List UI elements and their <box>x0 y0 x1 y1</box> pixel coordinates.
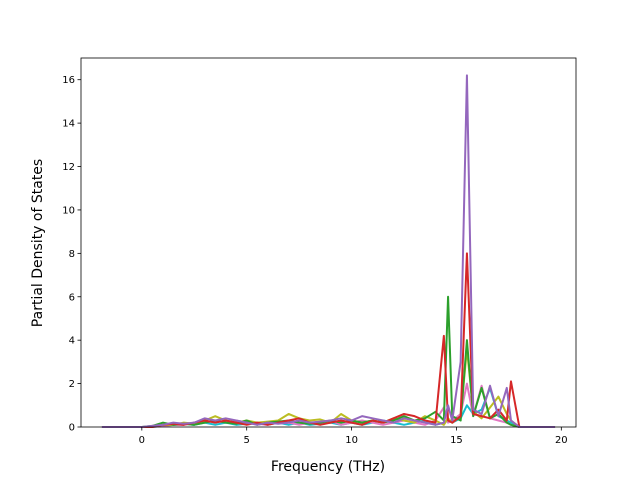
y-tick-label: 4 <box>69 336 75 347</box>
y-axis-label: Partial Density of States <box>30 159 46 327</box>
y-tick-label: 8 <box>69 249 75 260</box>
x-tick-label: 20 <box>555 435 568 446</box>
y-tick-label: 14 <box>62 119 75 130</box>
y-tick-label: 0 <box>69 423 75 434</box>
series-line <box>101 347 556 428</box>
plot-frame <box>80 57 577 428</box>
y-tick-label: 10 <box>62 205 75 216</box>
series-line <box>101 295 556 428</box>
y-tick-label: 16 <box>62 75 75 86</box>
x-tick-label: 10 <box>345 435 358 446</box>
series-line <box>101 74 556 428</box>
series-line <box>101 252 556 428</box>
y-tick-label: 6 <box>69 292 75 303</box>
y-tick-label: 12 <box>62 162 75 173</box>
x-axis-label: Frequency (THz) <box>271 459 385 475</box>
y-tick-label: 2 <box>69 379 75 390</box>
x-tick-label: 5 <box>244 435 250 446</box>
x-tick-label: 0 <box>139 435 145 446</box>
x-tick-label: 15 <box>450 435 463 446</box>
